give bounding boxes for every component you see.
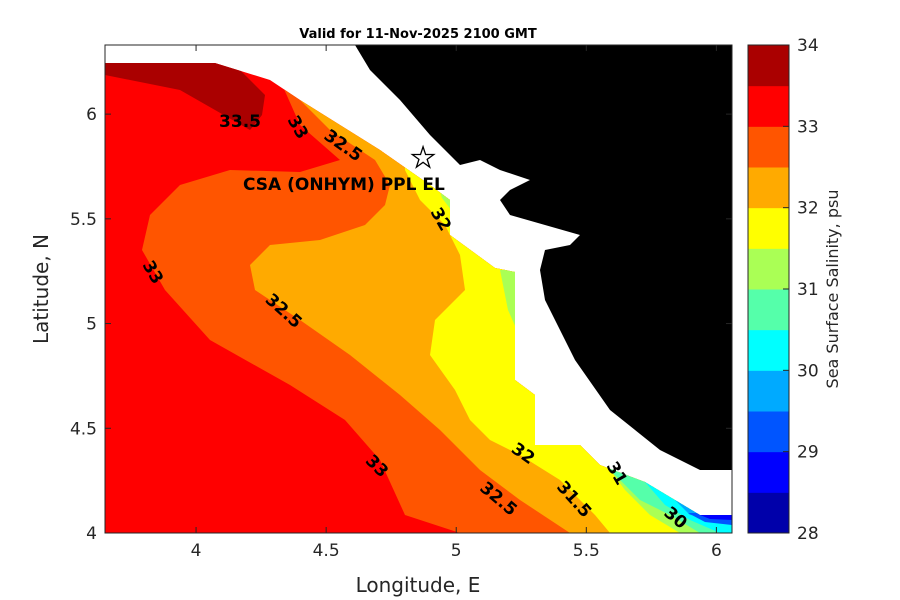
colorbar-tick-label: 31 <box>797 280 819 300</box>
band-28.5-29 <box>700 515 732 520</box>
colorbar-swatch <box>748 207 789 249</box>
y-tick-label: 5.5 <box>70 210 97 230</box>
colorbar-swatch <box>748 289 789 331</box>
x-tick-label: 6 <box>711 541 722 561</box>
colorbar-frame <box>747 44 790 534</box>
x-tick-label: 5.5 <box>573 541 600 561</box>
station-label: CSA (ONHYM) PPL EL <box>243 175 445 195</box>
x-tick-label: 4 <box>191 541 202 561</box>
y-tick-label: 5 <box>86 315 97 335</box>
band-31-31.5-mid <box>500 270 516 328</box>
colorbar-swatch <box>748 248 789 290</box>
chart-title: Valid for 11-Nov-2025 2100 GMT <box>299 27 537 42</box>
colorbar-tick-label: 34 <box>797 36 819 56</box>
colorbar-swatch <box>748 411 789 453</box>
colorbar-tick-label: 32 <box>797 199 819 219</box>
y-axis-label: Latitude, N <box>29 234 53 344</box>
colorbar-swatch <box>748 126 789 168</box>
colorbar-swatch <box>748 370 789 412</box>
colorbar-swatch <box>748 492 789 534</box>
colorbar-swatch <box>748 329 789 371</box>
x-tick-label: 5 <box>451 541 462 561</box>
x-axis-label: Longitude, E <box>356 573 481 597</box>
colorbar: 28 29 30 31 32 33 34 <box>748 36 819 544</box>
colorbar-swatch <box>748 85 789 127</box>
band-33.5-34 <box>105 63 265 130</box>
colorbar-tick-label: 29 <box>797 443 819 463</box>
y-tick-label: 4.5 <box>70 419 97 439</box>
y-tick-label: 4 <box>86 524 97 544</box>
colorbar-tick-label: 33 <box>797 117 819 137</box>
station-star-icon: ★ <box>410 141 435 174</box>
colorbar-tick-label: 28 <box>797 524 819 544</box>
colorbar-swatch <box>748 167 789 209</box>
plot-frame <box>104 44 733 534</box>
x-tick-label: 4.5 <box>313 541 340 561</box>
contour-label: 33.5 <box>219 112 261 132</box>
y-tick-label: 6 <box>86 105 97 125</box>
colorbar-swatch <box>748 45 789 87</box>
colorbar-tick-label: 30 <box>797 361 819 381</box>
land-mass <box>355 45 732 470</box>
colorbar-swatch <box>748 451 789 493</box>
colorbar-label: Sea Surface Salinity, psu <box>823 190 842 389</box>
